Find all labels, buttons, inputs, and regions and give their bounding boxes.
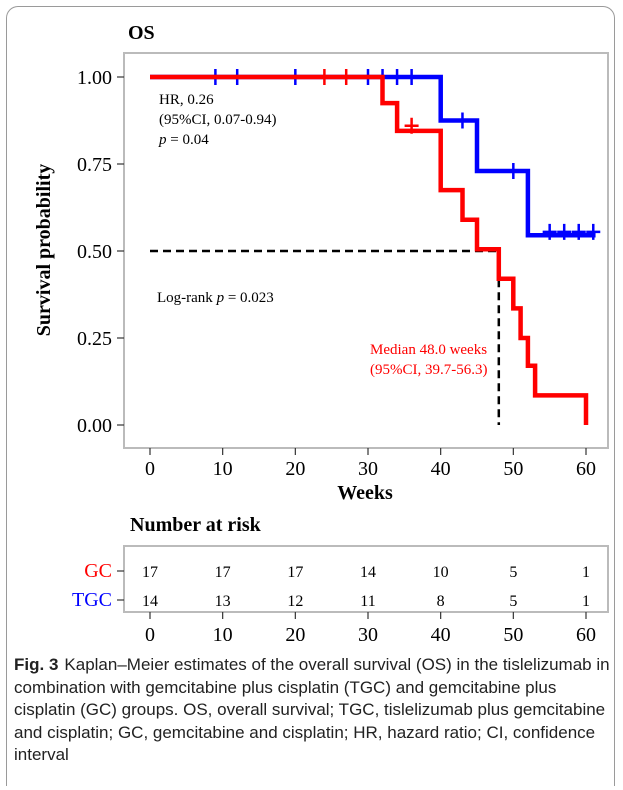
hr-annotation-line3: p = 0.04 (158, 132, 209, 148)
risk-count: 11 (360, 593, 375, 610)
x-tick-label: 0 (145, 458, 155, 480)
x-axis-label: Weeks (337, 482, 393, 504)
gc-censor-mark (317, 69, 332, 85)
km-chart: OS 0 10 20 30 40 50 60 0.000.250.500.751.00 We… (33, 22, 609, 646)
figure-caption: Fig. 3 Kaplan–Meier estimates of the over… (14, 654, 610, 767)
risk-count: 1 (582, 593, 590, 610)
risk-x-tick-label: 40 (431, 624, 451, 646)
tgc-censor-mark (557, 223, 572, 240)
risk-count: 10 (433, 564, 449, 581)
x-tick-label: 10 (213, 458, 233, 480)
tgc-censor-mark (404, 69, 419, 85)
gc-censor-mark (404, 117, 419, 134)
risk-count: 8 (437, 593, 445, 610)
risk-count: 17 (215, 564, 231, 581)
x-tick-label: 30 (358, 458, 378, 480)
tgc-censor-mark (390, 69, 405, 85)
tgc-censor-mark (571, 223, 586, 240)
y-tick-label: 0.75 (77, 154, 112, 176)
hr-annotation-line1: HR, 0.26 (159, 92, 214, 108)
risk-table-x-ticks: 0 10 20 30 40 50 60 (145, 612, 596, 646)
risk-x-tick-label: 10 (213, 624, 233, 646)
y-tick-label: 1.00 (77, 67, 112, 89)
risk-x-tick-label: 60 (576, 624, 596, 646)
risk-count: 14 (142, 593, 158, 610)
logrank-p-value: = 0.023 (224, 290, 274, 306)
tgc-survival-curve (150, 74, 596, 238)
x-axis-ticks: 0 10 20 30 40 50 60 (145, 448, 596, 480)
risk-table: GC 17 17 17 14 10 5 1 TGC 14 13 12 11 8 5 1 (72, 560, 590, 611)
y-axis-ticks: 0.00 0.25 0.50 0.75 1.00 (77, 67, 124, 437)
tgc-censor-mark (506, 162, 521, 179)
risk-table-box (123, 545, 609, 613)
risk-x-tick-label: 30 (358, 624, 378, 646)
hr-p-value: = 0.04 (167, 132, 210, 148)
risk-count: 1 (582, 564, 590, 581)
risk-count: 5 (509, 593, 517, 610)
caption-label: Fig. 3 (14, 655, 59, 674)
y-tick-label: 0.25 (77, 328, 112, 350)
x-tick-label: 60 (576, 458, 596, 480)
risk-count: 13 (215, 593, 231, 610)
gc-censor-mark (339, 69, 354, 85)
y-tick-label: 0.50 (77, 241, 112, 263)
tgc-censor-mark (455, 112, 470, 129)
risk-x-tick-label: 50 (503, 624, 523, 646)
logrank-p-symbol: p (216, 290, 225, 306)
risk-x-tick-label: 0 (145, 624, 155, 646)
risk-count: 12 (287, 593, 303, 610)
logrank-prefix: Log-rank (157, 290, 217, 306)
hr-annotation-line2: (95%CI, 0.07-0.94) (159, 112, 276, 128)
tgc-censor-mark (586, 223, 601, 240)
risk-table-title: Number at risk (130, 514, 262, 536)
y-axis-label: Survival probability (33, 164, 55, 336)
risk-count: 14 (360, 564, 376, 581)
caption-text: Kaplan–Meier estimates of the overall su… (14, 655, 610, 764)
y-tick-label: 0.00 (77, 415, 112, 437)
median-annotation-line1: Median 48.0 weeks (370, 342, 487, 358)
chart-title: OS (128, 22, 155, 44)
x-tick-label: 20 (285, 458, 305, 480)
risk-row-label: TGC (72, 589, 112, 611)
hr-p-symbol: p (158, 132, 167, 148)
risk-x-tick-label: 20 (285, 624, 305, 646)
survival-curves (150, 69, 601, 425)
x-tick-label: 50 (503, 458, 523, 480)
risk-count: 17 (287, 564, 303, 581)
risk-row-label: GC (84, 560, 112, 582)
risk-count: 5 (509, 564, 517, 581)
risk-count: 17 (142, 564, 158, 581)
x-tick-label: 40 (431, 458, 451, 480)
gc-survival-curve (150, 74, 589, 425)
median-annotation-line2: (95%CI, 39.7-56.3) (370, 362, 487, 378)
tgc-censor-mark (542, 223, 557, 240)
figure-frame (6, 6, 615, 786)
logrank-annotation: Log-rank p = 0.023 (157, 290, 274, 306)
